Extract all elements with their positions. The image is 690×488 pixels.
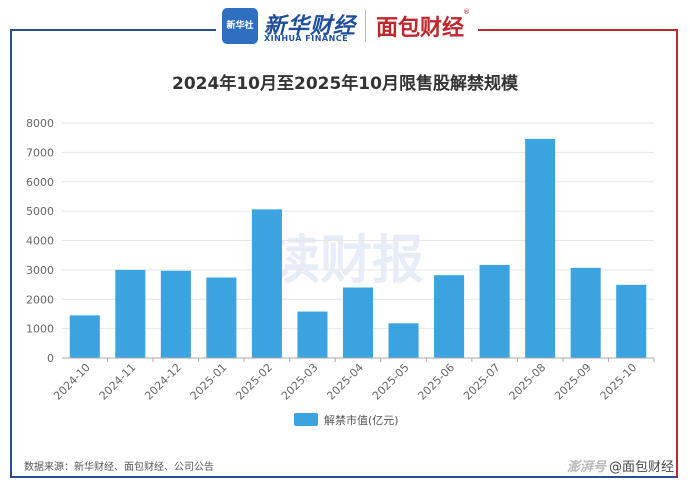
legend: 解禁市值(亿元) [294,413,399,427]
frame-top-left-line [10,29,216,31]
y-tick-label: 3000 [26,264,54,277]
bar-2025-09 [570,267,601,358]
y-tick-label: 5000 [26,205,54,218]
y-tick-label: 0 [47,352,54,365]
author-handle: @面包财经 [608,460,674,475]
x-tick-label: 2025-08 [507,361,549,403]
registered-mark: ® [463,8,470,16]
x-tick-label: 2024-12 [142,361,184,403]
x-tick-label: 2025-01 [188,361,230,403]
x-tick-label: 2025-06 [416,361,458,403]
legend-label: 解禁市值(亿元) [324,413,399,427]
bars [69,138,647,358]
frame-top-right-line [478,29,678,31]
y-tick-label: 8000 [26,117,54,130]
x-tick-label: 2024-10 [51,361,93,403]
mianbao-finance-logo: 面包财经 [376,16,465,41]
bar-2024-11 [115,269,146,358]
xinhua-finance-logo: 新华财经 [264,14,357,39]
x-tick-label: 2024-11 [97,361,139,403]
x-tick-label: 2025-02 [233,361,275,403]
x-tick-label: 2025-07 [461,361,503,403]
bar-2024-10 [69,315,100,358]
bar-2025-05 [388,323,419,358]
bar-2025-07 [479,264,510,358]
chart-frame [10,30,678,478]
bar-2025-08 [525,138,556,358]
chart-title: 2024年10月至2025年10月限售股解禁规模 [172,74,518,94]
logo-divider [365,10,366,42]
y-tick-label: 2000 [26,293,54,306]
x-axis: 2024-10 2024-11 2024-12 2025-01 2025-02 2025-… [51,357,655,403]
bar-2025-03 [297,311,328,358]
bar-2025-06 [434,275,465,358]
y-tick-label: 1000 [26,323,54,336]
xinhua-finance-logo-en: XINHUA FINANCE [264,34,349,43]
y-tick-label: 7000 [26,146,54,159]
bar-2025-04 [342,287,374,358]
x-tick-label: 2025-10 [598,361,640,403]
x-tick-label: 2025-03 [279,361,321,403]
bar-2025-01 [206,277,237,358]
bar-2024-12 [160,270,191,358]
x-tick-label: 2025-05 [370,361,412,403]
data-source-note: 数据来源：新华财经、面包财经、公司公告 [24,462,214,473]
credit-line: 澎湃号 @面包财经 [567,456,674,475]
y-tick-label: 6000 [26,176,54,189]
bar-2025-02 [251,209,282,358]
x-tick-label: 2025-09 [552,361,594,403]
y-axis: 0 1000 2000 3000 4000 5000 6000 7000 8000 [26,117,54,365]
legend-swatch [294,413,318,426]
bar-2025-10 [616,284,647,358]
x-tick-label: 2025-04 [324,361,366,403]
y-tick-label: 4000 [26,235,54,248]
xinhua-logo-icon: 新华社 [222,8,258,44]
platform-logo: 澎湃号 [566,460,606,475]
